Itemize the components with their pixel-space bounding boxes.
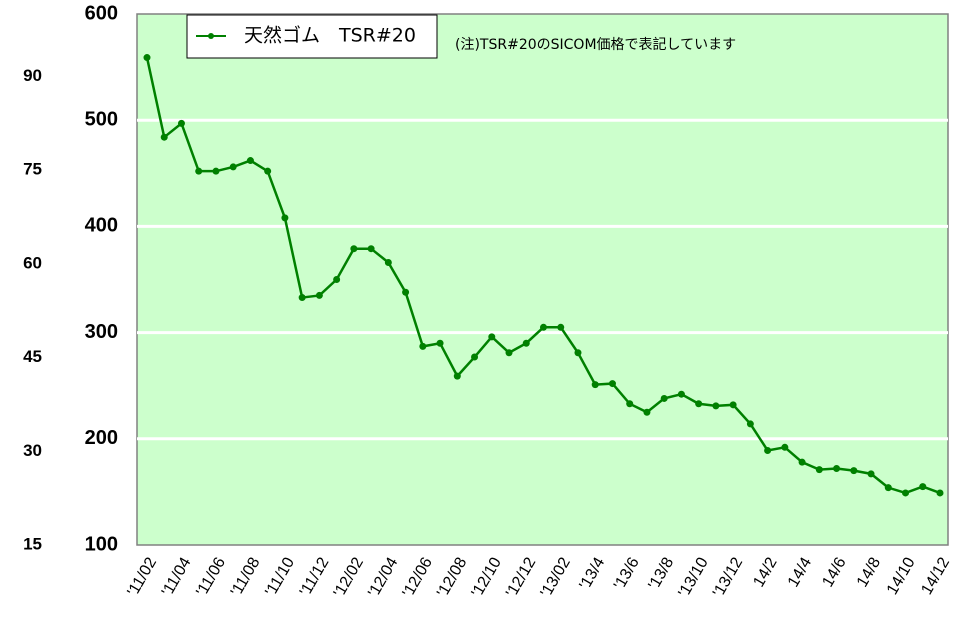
y2-tick-label: 15 — [23, 534, 42, 553]
x-tick-label: '13/12 — [710, 555, 746, 601]
y2-tick-label: 60 — [23, 253, 42, 272]
x-tick-label: '12/12 — [503, 555, 539, 601]
data-point — [712, 402, 720, 410]
x-tick-label: 14/12 — [918, 555, 953, 598]
x-tick-label: '12/08 — [434, 555, 470, 601]
x-tick-label: '13/8 — [645, 555, 677, 593]
data-point — [919, 483, 927, 491]
data-point — [781, 443, 789, 451]
data-point — [298, 294, 306, 302]
x-tick-label: '11/08 — [228, 555, 264, 600]
data-point — [695, 400, 703, 408]
data-point — [833, 465, 841, 473]
x-tick-label: '12/02 — [331, 555, 367, 601]
y-tick-label: 300 — [85, 321, 118, 343]
x-tick-label: '13/10 — [676, 555, 712, 601]
data-point — [591, 381, 599, 389]
x-tick-label: '11/02 — [124, 555, 160, 600]
data-point — [384, 259, 392, 267]
data-point — [195, 167, 203, 175]
data-point — [677, 390, 685, 398]
y-tick-label: 100 — [85, 533, 118, 555]
data-point — [350, 245, 358, 253]
data-point — [729, 401, 737, 409]
data-point — [488, 333, 496, 341]
data-point — [902, 489, 910, 497]
y2-tick-label: 45 — [23, 347, 42, 366]
x-tick-label: '11/06 — [193, 555, 229, 600]
data-point — [436, 339, 444, 347]
data-point — [264, 167, 272, 175]
annotation: (注)TSR#20のSICOM価格で表記しています — [455, 36, 736, 53]
data-point — [815, 466, 823, 474]
data-point — [229, 163, 237, 171]
data-point — [143, 54, 151, 62]
x-tick-label: '12/06 — [400, 555, 436, 601]
x-tick-label: '11/10 — [262, 555, 298, 600]
data-point — [367, 245, 375, 253]
y2-tick-label: 90 — [23, 66, 42, 85]
x-tick-label: '13/6 — [611, 555, 643, 593]
data-point — [608, 380, 616, 388]
data-point — [177, 119, 185, 127]
data-point — [471, 353, 479, 361]
x-tick-label: '12/10 — [469, 555, 505, 601]
data-point — [746, 420, 754, 428]
data-point — [660, 394, 668, 402]
data-point — [574, 349, 582, 357]
data-point — [764, 446, 772, 454]
x-tick-label: '13/02 — [538, 555, 574, 601]
y2-tick-label: 30 — [23, 441, 42, 460]
x-tick-label: 14/2 — [750, 555, 780, 591]
data-point — [936, 489, 944, 497]
data-point — [557, 323, 565, 331]
data-point — [281, 214, 289, 222]
y-tick-label: 500 — [85, 108, 118, 130]
data-point — [315, 291, 323, 299]
data-point — [626, 400, 634, 408]
y-tick-label: 400 — [85, 215, 118, 237]
x-tick-label: '11/04 — [159, 555, 195, 600]
x-tick-label: 14/4 — [785, 555, 815, 591]
y2-tick-label: 75 — [23, 160, 42, 179]
x-tick-label: '12/04 — [365, 555, 401, 601]
data-point — [505, 349, 513, 357]
data-point — [643, 408, 651, 416]
data-point — [884, 484, 892, 492]
data-point — [160, 133, 168, 141]
data-point — [402, 288, 410, 296]
data-point — [867, 470, 875, 478]
x-tick-label: 14/8 — [854, 555, 884, 591]
x-tick-label: 14/6 — [819, 555, 849, 591]
x-tick-label: '13/4 — [577, 555, 609, 593]
data-point — [419, 342, 427, 350]
data-point — [798, 458, 806, 466]
y-tick-label: 200 — [85, 427, 118, 449]
plot-area — [136, 13, 949, 546]
data-point — [246, 157, 254, 165]
x-tick-label: 14/10 — [884, 555, 919, 598]
legend-marker — [208, 33, 214, 39]
data-point — [522, 339, 530, 347]
data-point — [453, 372, 461, 380]
data-point — [850, 467, 858, 475]
data-point — [212, 167, 220, 175]
x-tick-label: '11/12 — [297, 555, 333, 600]
y-tick-label: 600 — [85, 2, 118, 24]
data-point — [540, 323, 547, 331]
legend-label: 天然ゴム TSR#20 — [244, 25, 416, 47]
legend — [186, 14, 438, 59]
data-point — [333, 276, 341, 283]
